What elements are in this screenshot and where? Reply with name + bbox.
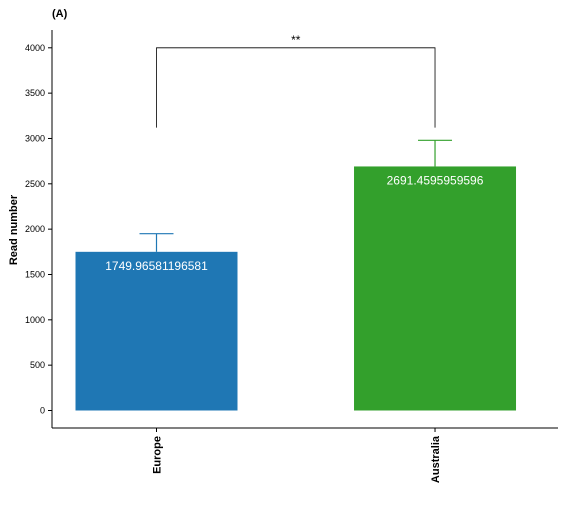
y-axis-title: Read number <box>8 194 20 265</box>
y-tick-label: 1000 <box>25 315 45 325</box>
error-bars-group <box>139 139 453 252</box>
bar-europe <box>75 251 238 411</box>
y-tick-label: 2500 <box>25 179 45 189</box>
bars-group <box>75 166 517 411</box>
y-tick-label: 2000 <box>25 224 45 234</box>
panel-label: (A) <box>52 8 68 20</box>
data-labels-group: 1749.96581196581 2691.4595959596 <box>105 173 484 272</box>
y-tick-label: 1500 <box>25 269 45 279</box>
x-tick-label: Australia <box>430 435 442 483</box>
y-tick-label: 3000 <box>25 133 45 143</box>
significance-bracket: ** <box>156 33 436 128</box>
y-tick-label: 500 <box>30 360 45 370</box>
bar-australia <box>354 166 517 411</box>
data-label: 2691.4595959596 <box>387 173 484 187</box>
x-axis: Europe Australia <box>52 427 558 483</box>
significance-bracket-line <box>156 47 436 128</box>
data-label: 1749.96581196581 <box>105 259 208 273</box>
x-tick-label: Europe <box>152 436 164 474</box>
y-axis: 0 500 1000 1500 2000 2500 3000 3500 4000 <box>25 30 53 428</box>
significance-label: ** <box>291 33 301 47</box>
y-tick-label: 0 <box>40 406 45 416</box>
y-tick-label: 3500 <box>25 88 45 98</box>
y-tick-label: 4000 <box>25 43 45 53</box>
